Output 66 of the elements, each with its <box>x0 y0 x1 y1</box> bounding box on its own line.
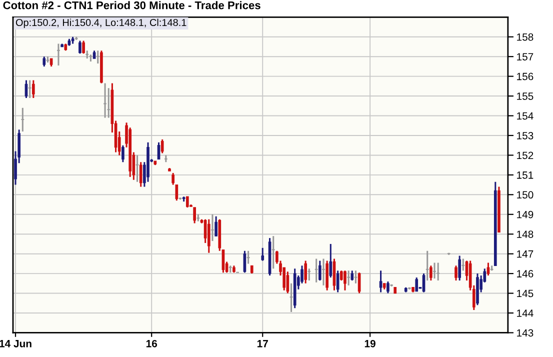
candlestick <box>21 107 24 132</box>
y-tick-label: 147 <box>517 250 534 258</box>
x-tick-label: 16 <box>146 340 158 348</box>
candlestick <box>290 282 293 313</box>
candlestick <box>122 144 124 163</box>
candlestick <box>350 270 354 282</box>
candlestick <box>433 262 436 280</box>
candlestick <box>329 243 332 278</box>
y-tick-label: 155 <box>517 92 534 100</box>
candlestick <box>246 250 250 264</box>
y-tick-label: 148 <box>517 230 534 238</box>
x-tick-label: 17 <box>257 340 268 348</box>
candlestick <box>386 280 390 294</box>
y-tick-label: 154 <box>517 112 534 120</box>
candlestick <box>139 161 142 188</box>
candlestick <box>354 270 358 284</box>
candlestick <box>107 87 110 118</box>
candlestick <box>42 56 46 68</box>
candlestick <box>186 196 189 208</box>
candlestick <box>57 43 60 66</box>
annotation: Op:150.2, Hi:150.4, Lo:148.1, Cl:148.1 <box>16 18 186 28</box>
candlestick <box>426 250 429 282</box>
candlestick <box>261 247 264 262</box>
candlestick <box>104 82 106 118</box>
candlestick <box>214 216 218 237</box>
y-tick-label: 146 <box>517 270 534 278</box>
candlestick <box>96 50 100 64</box>
y-tick-label: 153 <box>517 132 534 140</box>
y-tick-label: 145 <box>517 290 534 298</box>
chart-title: Cotton #2 - CTN1 Period 30 Minute - Trade Prices <box>3 1 260 10</box>
y-tick-label: 157 <box>517 53 534 60</box>
candlestick <box>136 154 139 183</box>
y-tick-label: 152 <box>517 152 534 160</box>
y-tick-label: 158 <box>517 33 534 41</box>
candlestick <box>462 258 465 272</box>
y-tick-label: 151 <box>517 172 534 179</box>
candlestick <box>314 258 318 284</box>
candlestick <box>326 260 328 292</box>
candlestick <box>430 264 432 282</box>
candlestick <box>82 40 85 54</box>
candlestick <box>211 214 214 242</box>
candlestick <box>458 255 462 282</box>
x-tick-label: 19 <box>364 340 376 348</box>
candlestick <box>272 235 275 270</box>
candlestick <box>32 79 35 99</box>
candlestick <box>340 270 343 282</box>
candlestick <box>318 260 322 282</box>
x-tick-label: 14 Jun <box>0 340 32 348</box>
candlestick <box>344 270 346 292</box>
y-tick-label: 144 <box>517 310 534 317</box>
candlestick <box>454 264 458 282</box>
y-tick-label: 149 <box>517 210 534 218</box>
candlestick <box>304 260 308 284</box>
candlestick <box>207 218 210 254</box>
candlestick <box>160 138 164 154</box>
candlestick <box>308 268 311 282</box>
candlestick <box>347 270 350 286</box>
y-tick-label: 143 <box>517 329 534 337</box>
candlestick <box>322 258 325 286</box>
y-tick-label: 156 <box>517 72 534 80</box>
candlestick <box>78 40 82 54</box>
candlestick <box>436 262 440 282</box>
candlestick <box>28 79 32 99</box>
candlestick <box>193 206 196 224</box>
candlestick <box>415 276 418 292</box>
y-tick-label: 150 <box>517 191 534 199</box>
